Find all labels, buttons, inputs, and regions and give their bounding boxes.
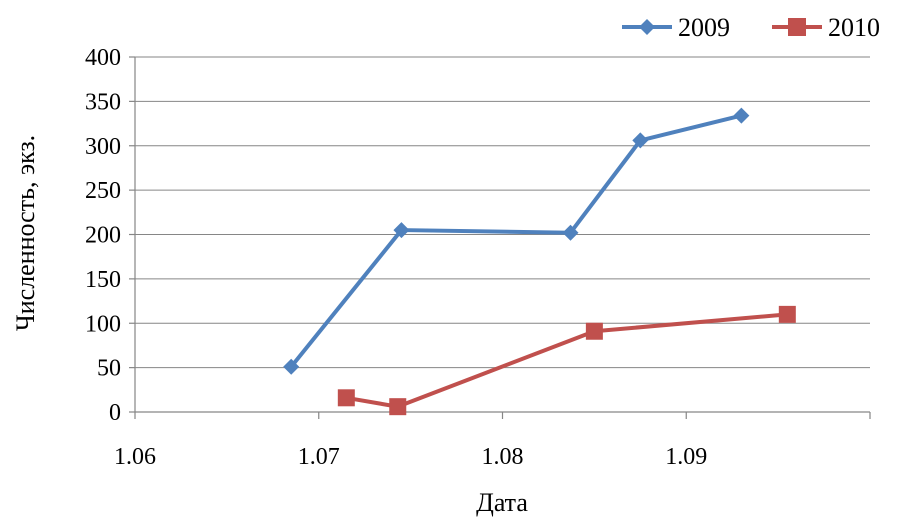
y-axis-title: Численность, экз.: [11, 135, 40, 331]
data-point-2009: [632, 132, 649, 149]
legend-label: 2010: [828, 13, 880, 42]
y-tick-label: 350: [85, 89, 121, 115]
x-tick-label: 1.08: [482, 444, 524, 470]
y-tick-label: 100: [85, 311, 121, 337]
data-point-2010: [389, 398, 407, 416]
y-tick-label: 300: [85, 134, 121, 160]
y-tick-label: 200: [85, 223, 121, 249]
gridlines: [135, 56, 870, 369]
legend-label: 2009: [678, 13, 730, 42]
x-axis-title: Дата: [476, 488, 528, 517]
y-tick-label: 150: [85, 267, 121, 293]
axes: [129, 56, 871, 419]
x-tick-label: 1.07: [298, 444, 340, 470]
y-tick-label: 0: [109, 400, 121, 426]
data-point-2009: [733, 107, 750, 124]
legend-marker: [639, 19, 655, 35]
series: [283, 107, 796, 416]
legend-entry-2010: 2010: [772, 13, 880, 42]
data-point-2010: [778, 305, 796, 323]
y-tick-label: 250: [85, 178, 121, 204]
x-tick-label: 1.06: [114, 444, 156, 470]
series-line-2009: [289, 113, 742, 368]
data-point-2010: [585, 322, 603, 340]
series-2009: [283, 107, 750, 375]
legend: 2009 2010: [622, 13, 880, 42]
legend-marker: [788, 18, 806, 36]
series-line-2010: [345, 312, 788, 409]
y-tick-label: 50: [97, 356, 121, 382]
y-tick-labels: 0 50 100 150 200 250 300 350 400: [85, 45, 121, 426]
data-point-2009: [283, 358, 300, 375]
series-2010: [337, 305, 796, 416]
x-tick-label: 1.09: [665, 444, 707, 470]
legend-entry-2009: 2009: [622, 13, 730, 42]
y-tick-label: 400: [85, 45, 121, 71]
data-point-2010: [337, 389, 355, 407]
data-point-2009: [393, 222, 410, 239]
x-tick-labels: 1.06 1.07 1.08 1.09: [114, 444, 707, 470]
data-point-2009: [562, 224, 579, 241]
